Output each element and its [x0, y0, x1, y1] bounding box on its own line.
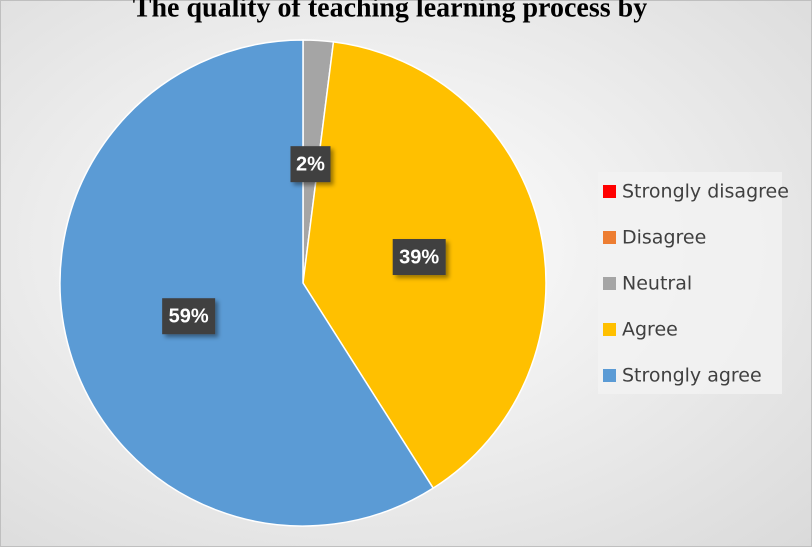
data-label: 59% [169, 306, 209, 328]
pie-slice [59, 39, 435, 527]
chart-title: The quality of teaching learning process… [133, 0, 647, 23]
legend-label: Strongly agree [622, 365, 762, 387]
data-label: 2% [296, 153, 325, 175]
data-label-box [392, 239, 446, 276]
data-label-box [162, 298, 216, 335]
data-label-box [290, 146, 331, 183]
legend-label: Strongly disagree [622, 181, 789, 203]
legend-swatch [603, 323, 616, 336]
legend-box [598, 172, 782, 394]
legend-swatch [603, 185, 616, 198]
legend-swatch [603, 369, 616, 382]
legend-label: Neutral [622, 273, 692, 295]
legend-swatch [603, 277, 616, 290]
data-label: 39% [399, 246, 439, 268]
legend-label: Agree [622, 319, 678, 341]
legend-label: Disagree [622, 227, 706, 249]
legend-swatch [603, 231, 616, 244]
